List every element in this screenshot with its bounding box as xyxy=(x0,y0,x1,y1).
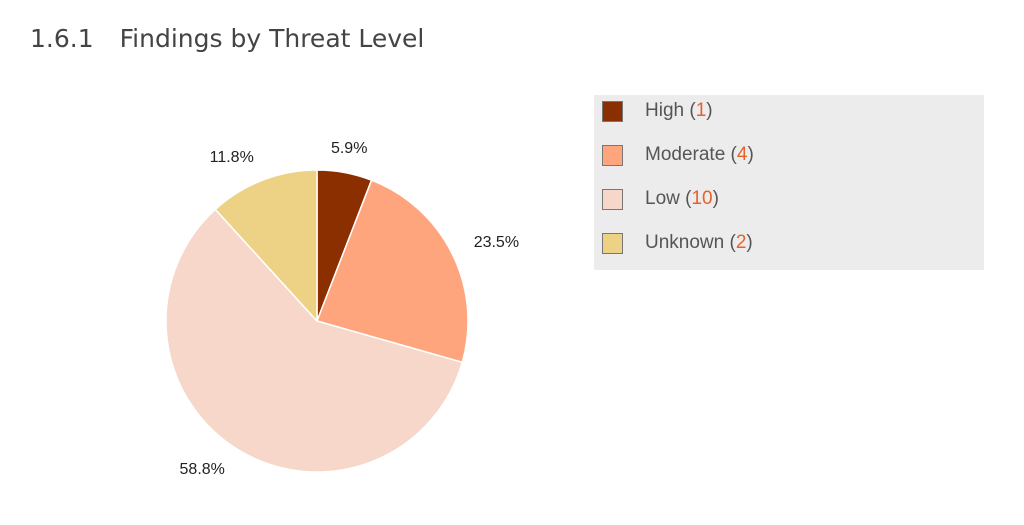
legend-item-low: Low (10) xyxy=(602,187,719,211)
legend-item-unknown: Unknown (2) xyxy=(602,231,753,255)
legend-label: Moderate xyxy=(645,144,726,165)
legend-count: 1 xyxy=(695,100,707,121)
chart-panel: 5.9% 23.5% 58.8% 11.8% xyxy=(152,78,570,525)
legend-count: 4 xyxy=(736,144,748,165)
section-number: 1.6.1 xyxy=(30,24,94,53)
legend-count: 2 xyxy=(735,232,747,253)
data-label-moderate: 23.5% xyxy=(474,234,519,251)
legend-swatch xyxy=(602,100,623,122)
section-title: Findings by Threat Level xyxy=(119,24,425,53)
pie-slice-low xyxy=(165,208,463,473)
legend-swatch xyxy=(602,188,623,210)
legend-item-high: High (1) xyxy=(602,99,713,123)
legend-label: Unknown xyxy=(645,232,725,253)
pie-slice-unknown xyxy=(214,169,318,322)
data-label-low: 58.8% xyxy=(180,461,225,478)
legend-item-moderate: Moderate (4) xyxy=(602,143,754,167)
page-title: 1.6.1 Findings by Threat Level xyxy=(30,24,424,53)
pie-slice-moderate xyxy=(316,179,469,364)
chart-legend: High (1) Moderate (4) Low (10) Unknown (2) xyxy=(594,95,984,270)
legend-label: Low xyxy=(645,188,680,209)
legend-swatch xyxy=(602,144,623,166)
pie-chart: 5.9% 23.5% 58.8% 11.8% xyxy=(165,140,519,478)
legend-count: 10 xyxy=(691,188,713,209)
data-label-high: 5.9% xyxy=(331,140,367,157)
legend-swatch xyxy=(602,232,623,254)
data-label-unknown: 11.8% xyxy=(210,149,254,166)
legend-label: High xyxy=(645,100,685,121)
